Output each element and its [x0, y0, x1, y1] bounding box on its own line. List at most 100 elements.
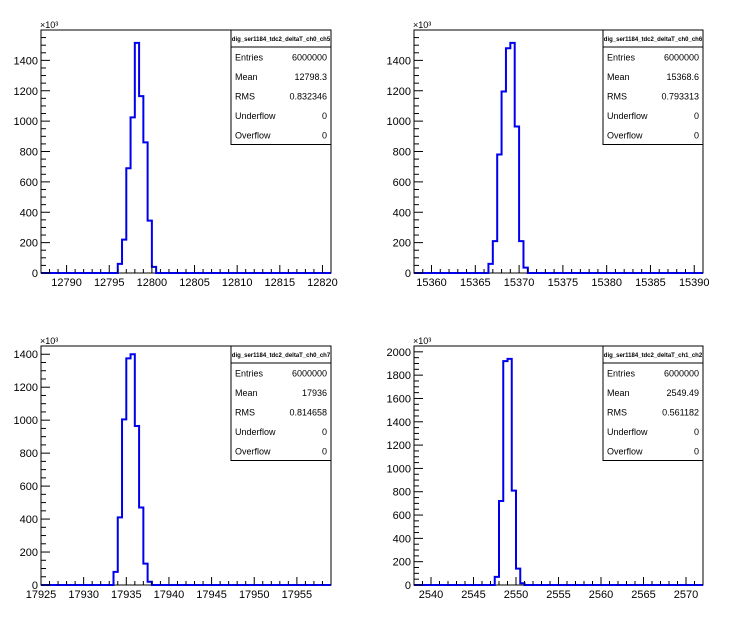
- y-tick-label: 1200: [387, 440, 411, 452]
- stats-label-entries: Entries: [607, 53, 636, 63]
- stats-label-overflow: Overflow: [607, 447, 643, 457]
- stats-label-mean: Mean: [235, 72, 258, 82]
- histogram-series: [41, 41, 331, 274]
- stats-label-underflow: Underflow: [607, 111, 648, 121]
- y-tick-label: 1400: [387, 417, 411, 429]
- x-tick-label: 12815: [265, 277, 296, 289]
- x-tick-label: 17950: [239, 589, 270, 601]
- stats-box: dig_ser1184_tdc2_deltaT_ch1_ch2 Entries 60…: [602, 345, 704, 461]
- stats-box: dig_ser1184_tdc2_deltaT_ch0_ch5 Entries 60…: [230, 29, 332, 145]
- stats-title: dig_ser1184_tdc2_deltaT_ch0_ch5: [232, 37, 331, 43]
- stats-value-entries: 6000000: [292, 53, 327, 63]
- stats-value-rms: 0.814658: [289, 408, 327, 418]
- y-tick-label: 600: [393, 177, 411, 189]
- x-tick-label: 15380: [591, 277, 622, 289]
- x-tick-label: 17945: [196, 589, 227, 601]
- stats-value-entries: 6000000: [664, 53, 699, 63]
- stats-label-underflow: Underflow: [235, 111, 276, 121]
- x-tick-label: 2555: [546, 589, 570, 601]
- x-tick-label: 2565: [631, 589, 655, 601]
- stats-value-rms: 0.832346: [289, 92, 327, 102]
- y-tick-label: 200: [393, 557, 411, 569]
- histogram-panel-2: 15360 15365 15370 15375 15380 15385 15390 0 200 4…: [387, 20, 710, 289]
- y-exponent-label: ×10³: [413, 20, 431, 30]
- stats-value-underflow: 0: [322, 111, 327, 121]
- histogram-series: [414, 41, 703, 274]
- y-tick-label: 1200: [14, 86, 38, 98]
- stats-value-rms: 0.561182: [662, 408, 699, 418]
- y-tick-label: 800: [393, 147, 411, 159]
- stats-label-entries: Entries: [235, 53, 264, 63]
- x-tick-label: 2560: [589, 589, 613, 601]
- stats-box-frame: [602, 29, 704, 145]
- stats-label-mean: Mean: [235, 388, 258, 398]
- stats-value-overflow: 0: [322, 131, 327, 141]
- x-tick-label: 2550: [504, 589, 528, 601]
- stats-box: dig_ser1184_tdc2_deltaT_ch0_ch7 Entries 60…: [230, 345, 332, 461]
- y-tick-label: 1600: [387, 393, 411, 405]
- x-tick-label: 12810: [222, 277, 253, 289]
- y-tick-label: 0: [32, 580, 38, 592]
- stats-value-entries: 6000000: [664, 369, 699, 379]
- stats-box-frame: [230, 29, 332, 145]
- y-tick-label: 800: [20, 448, 38, 460]
- stats-label-rms: RMS: [235, 92, 255, 102]
- histogram-series: [414, 357, 703, 586]
- stats-label-overflow: Overflow: [235, 131, 271, 141]
- x-tick-label: 15390: [679, 277, 710, 289]
- y-tick-label: 0: [405, 268, 411, 280]
- x-tick-label: 17930: [68, 589, 99, 601]
- stats-value-rms: 0.793313: [661, 92, 699, 102]
- x-tick-label: 15365: [460, 277, 491, 289]
- stats-label-rms: RMS: [607, 92, 627, 102]
- x-tick-label: 15360: [416, 277, 447, 289]
- y-tick-label: 600: [393, 510, 411, 522]
- x-tick-label: 2570: [674, 589, 698, 601]
- x-tick-label: 2540: [419, 589, 443, 601]
- x-tick-label: 15375: [548, 277, 579, 289]
- stats-title: dig_ser1184_tdc2_deltaT_ch0_ch6: [604, 37, 703, 43]
- y-tick-label: 1000: [14, 116, 38, 128]
- stats-label-rms: RMS: [235, 408, 255, 418]
- x-tick-label: 15385: [635, 277, 666, 289]
- y-tick-label: 800: [393, 487, 411, 499]
- y-tick-label: 1400: [14, 349, 38, 361]
- y-tick-label: 1800: [387, 370, 411, 382]
- stats-label-rms: RMS: [607, 408, 627, 418]
- stats-title: dig_ser1184_tdc2_deltaT_ch0_ch7: [232, 353, 331, 359]
- y-tick-label: 1000: [387, 463, 411, 475]
- x-tick-label: 17935: [111, 589, 142, 601]
- y-tick-label: 0: [32, 268, 38, 280]
- y-tick-label: 0: [405, 580, 411, 592]
- y-tick-label: 1000: [14, 415, 38, 427]
- histogram-panel-4: 2540 2545 2550 2555 2560 2565 2570 0 200 400 600 80…: [387, 336, 704, 601]
- stats-value-overflow: 0: [694, 131, 699, 141]
- stats-value-underflow: 0: [694, 111, 699, 121]
- stats-value-overflow: 0: [322, 447, 327, 457]
- y-tick-label: 1200: [387, 86, 411, 98]
- y-tick-label: 2000: [387, 347, 411, 359]
- stats-value-mean: 2549.49: [666, 388, 699, 398]
- y-exponent-label: ×10³: [40, 20, 58, 30]
- y-tick-label: 400: [393, 533, 411, 545]
- x-tick-label: 12795: [94, 277, 125, 289]
- y-tick-label: 600: [20, 481, 38, 493]
- y-tick-label: 1400: [387, 55, 411, 67]
- stats-label-entries: Entries: [607, 369, 636, 379]
- stats-label-mean: Mean: [607, 388, 630, 398]
- histogram-series: [41, 353, 331, 586]
- y-exponent-label: ×10³: [40, 336, 58, 346]
- stats-value-mean: 12798.3: [294, 72, 327, 82]
- x-tick-label: 17955: [282, 589, 313, 601]
- y-exponent-label: ×10³: [413, 336, 431, 346]
- x-tick-label: 17925: [26, 589, 57, 601]
- stats-label-overflow: Overflow: [607, 131, 643, 141]
- stats-value-entries: 6000000: [292, 369, 327, 379]
- y-tick-label: 200: [20, 238, 38, 250]
- x-tick-label: 15370: [504, 277, 535, 289]
- y-tick-label: 1200: [14, 382, 38, 394]
- x-tick-label: 2545: [461, 589, 485, 601]
- y-tick-label: 1400: [14, 55, 38, 67]
